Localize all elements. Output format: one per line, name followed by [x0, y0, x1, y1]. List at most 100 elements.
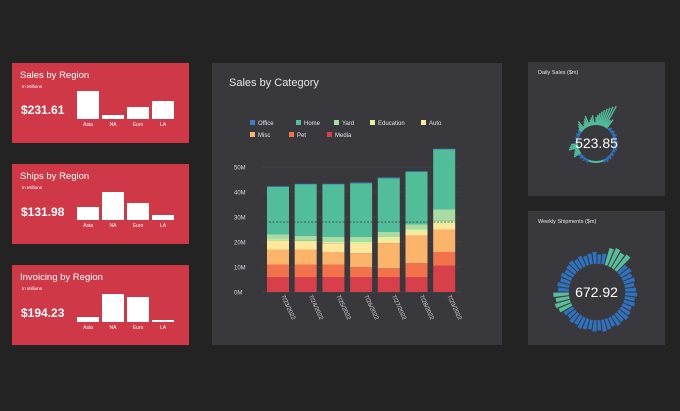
- region-label: LA: [159, 223, 167, 229]
- card-value: $231.61: [21, 103, 65, 117]
- region-label: Euro: [132, 223, 144, 229]
- ring-segment: [623, 295, 636, 302]
- radial-spike: [574, 136, 579, 140]
- bar-segment: [267, 234, 289, 240]
- bar-segment: [433, 149, 456, 210]
- y-tick-label: 10M: [234, 266, 246, 272]
- bar-segment: [294, 242, 317, 250]
- radial-spike: [609, 129, 612, 133]
- radial-spike: [578, 126, 584, 132]
- ring-segment: [565, 264, 578, 276]
- bar-segment: [350, 182, 373, 184]
- y-tick-label: 50M: [234, 166, 246, 172]
- bar-segment: [267, 277, 289, 292]
- bar-segment: [405, 232, 428, 236]
- ring-segment: [621, 272, 633, 282]
- sales-by-region-card: Sales by Region In Millions $231.61 Asia…: [12, 63, 189, 143]
- radial-spike: [601, 107, 611, 127]
- ring-segment: [559, 277, 572, 285]
- bar-segment: [377, 277, 400, 292]
- radial-spike: [610, 152, 614, 155]
- radial-spike: [569, 145, 579, 149]
- bar-segment: [377, 177, 400, 179]
- radial-spike: [585, 158, 588, 161]
- region-bar: [102, 114, 124, 119]
- radial-spike: [601, 159, 605, 162]
- radial-spike: [609, 153, 612, 157]
- legend-swatch: [370, 120, 375, 125]
- ring-segment: [562, 305, 575, 316]
- radial-spike: [600, 108, 608, 127]
- card-subtitle: In Millions: [22, 286, 43, 291]
- radial-spike: [613, 136, 617, 140]
- y-tick-label: 40M: [234, 191, 246, 197]
- y-tick-label: 20M: [234, 241, 246, 247]
- sales-by-category-chart: Office Home Yard Education Auto Misc Pet Media 0…: [234, 120, 462, 322]
- ring-segment: [560, 272, 573, 282]
- bar-segment: [267, 240, 289, 250]
- radial-spike: [605, 119, 612, 129]
- ring-segment: [587, 318, 594, 330]
- radial-spike: [573, 150, 581, 154]
- bar-segment: [350, 267, 373, 277]
- radial-spike: [606, 157, 609, 161]
- radial-spike: [611, 151, 614, 154]
- ring-segment: [556, 281, 571, 289]
- weekly-shipments-value: 672.92: [575, 284, 618, 300]
- bar-segment: [294, 235, 317, 241]
- bar-segment: [377, 178, 400, 232]
- x-tick-label: 7/24/2022: [307, 294, 324, 321]
- x-tick-label: 7/27/2022: [390, 294, 407, 321]
- ring-segment: [582, 255, 590, 267]
- daily-sales-value: 523.85: [575, 135, 618, 151]
- radial-spike: [612, 136, 616, 139]
- bar-segment: [267, 187, 289, 235]
- radial-spike: [573, 151, 581, 156]
- panel-title: Daily Sales ($m): [538, 70, 579, 76]
- y-tick-label: 0M: [234, 291, 242, 297]
- radial-spike: [583, 118, 589, 128]
- radial-spike: [584, 115, 591, 127]
- region-bar: [77, 317, 99, 322]
- ring-segment: [621, 302, 633, 311]
- region-bar: [102, 192, 124, 220]
- ring-segment: [586, 252, 594, 266]
- region-label: Euro: [132, 122, 144, 128]
- y-tick-label: 30M: [234, 216, 246, 222]
- bar-segment: [294, 264, 317, 277]
- ring-segment: [597, 319, 602, 331]
- ring-segment: [555, 295, 571, 303]
- bar-segment: [433, 220, 456, 225]
- radial-spike: [598, 111, 603, 126]
- panel-title: Weekly Shipments ($m): [538, 219, 597, 225]
- region-bar: [152, 319, 174, 322]
- ring-segment: [557, 287, 570, 292]
- legend-swatch: [296, 120, 301, 125]
- radial-spike: [590, 117, 594, 126]
- daily-sales-radial-chart: [568, 105, 618, 164]
- radial-spike: [610, 130, 615, 134]
- legend-label: Misc: [258, 133, 270, 139]
- radial-spike: [575, 133, 581, 136]
- radial-spike: [583, 123, 587, 129]
- bar-segment: [322, 264, 345, 277]
- bar-segment: [322, 237, 345, 242]
- region-label: Euro: [132, 325, 144, 331]
- ring-segment: [604, 247, 615, 267]
- bar-segment: [433, 209, 456, 221]
- legend-swatch: [250, 132, 255, 137]
- ring-segment: [622, 276, 636, 285]
- bar-segment: [405, 172, 428, 225]
- card-subtitle: In Millions: [22, 84, 43, 89]
- radial-spike: [576, 134, 580, 138]
- legend-swatch: [327, 132, 332, 137]
- ring-segment: [568, 259, 581, 273]
- bar-segment: [267, 249, 289, 265]
- region-bar: [127, 202, 149, 220]
- radial-spike: [583, 120, 588, 128]
- radial-spike: [606, 156, 610, 159]
- card-subtitle: In Millions: [22, 185, 43, 190]
- ring-segment: [591, 251, 597, 265]
- ring-segment: [554, 299, 572, 309]
- radial-spike: [603, 158, 606, 163]
